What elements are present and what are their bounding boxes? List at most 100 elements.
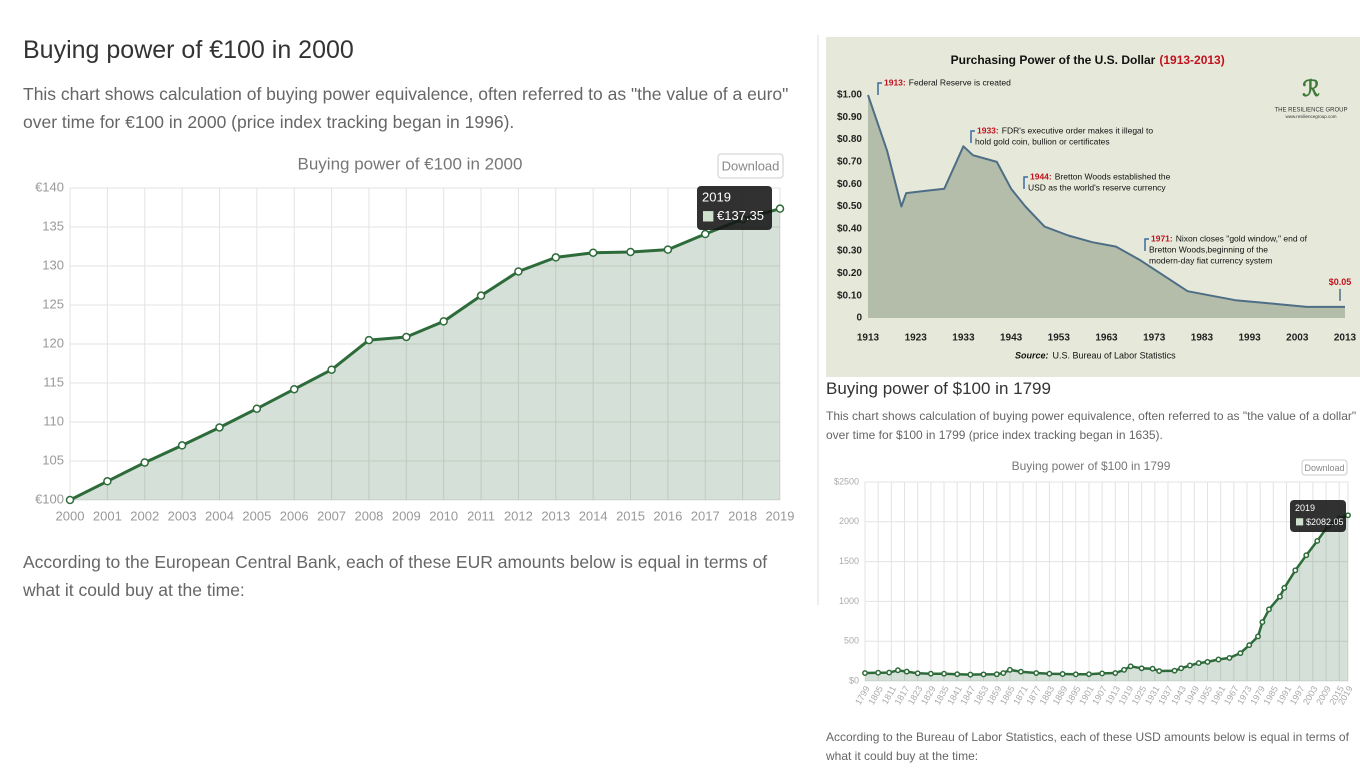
annotation-text: Bretton Woods established the	[1055, 171, 1171, 181]
x-tick-label: 2003	[1286, 333, 1309, 344]
y-tick-label: $0.20	[837, 268, 862, 279]
x-tick-label: 1973	[1143, 333, 1166, 344]
y-tick-label: 2000	[839, 516, 859, 526]
point	[886, 669, 893, 676]
description: This chart shows calculation of buying p…	[23, 84, 789, 132]
point	[1266, 606, 1272, 613]
point	[1237, 650, 1244, 657]
point	[775, 204, 785, 213]
x-tick-label: 2013	[541, 508, 570, 523]
point	[289, 384, 299, 394]
point	[1000, 670, 1007, 676]
point	[1195, 660, 1202, 667]
point	[1215, 656, 1222, 663]
x-tick-label: 2019	[766, 508, 795, 523]
x-tick-label: 1913	[857, 333, 880, 344]
description: This chart shows calculation of buying p…	[826, 409, 1357, 442]
x-tick-label: 2011	[467, 508, 495, 523]
point	[103, 477, 112, 486]
y-tick-label: 1000	[839, 596, 859, 606]
point	[1085, 671, 1092, 678]
point	[1138, 665, 1145, 672]
x-tick-label: 1933	[952, 333, 975, 344]
point	[1281, 584, 1288, 591]
x-tick-label: 1963	[1095, 333, 1118, 344]
y-tick-label: 1500	[839, 556, 859, 566]
point	[927, 670, 934, 677]
y-tick-label: 120	[42, 335, 64, 350]
logo-text: www.resiliencegroup.com	[1285, 114, 1336, 119]
point	[439, 317, 448, 326]
note: According to the European Central Bank, …	[23, 552, 768, 600]
x-tick-label: 1923	[905, 333, 928, 344]
point	[252, 404, 262, 413]
x-tick-label: 2004	[205, 508, 234, 523]
x-tick-label: 2015	[616, 508, 645, 523]
point	[1259, 619, 1266, 626]
point	[1017, 668, 1024, 675]
value-label: $0.05	[1329, 277, 1352, 287]
point	[1255, 633, 1261, 640]
line	[69, 207, 781, 502]
y-tick-label: $0.30	[837, 246, 862, 257]
y-tick-label: $2500	[834, 476, 859, 486]
annotation-year: 1913:	[884, 77, 906, 87]
x-tick-label: 2009	[392, 508, 421, 523]
y-tick-label: $0.90	[837, 112, 862, 123]
point	[1178, 665, 1185, 672]
annotation-text: hold gold coin, bullion or certificates	[975, 136, 1110, 146]
source-label: Source:	[1015, 350, 1049, 360]
point	[626, 247, 635, 257]
download-label[interactable]: Download	[722, 158, 780, 173]
x-tick-label: 1993	[1238, 333, 1261, 344]
x-tick-label: 2016	[653, 508, 682, 523]
annotation-year: 1933:	[977, 125, 999, 135]
point	[1226, 654, 1233, 661]
point	[914, 670, 921, 677]
annotation-bracket	[970, 130, 975, 143]
y-tick-label: $0	[849, 675, 859, 685]
y-tick-label: $0.50	[837, 201, 862, 212]
y-tick-label: 110	[43, 413, 64, 428]
point	[663, 245, 673, 254]
tooltip-swatch	[703, 211, 714, 222]
chart-title: Buying power of €100 in 2000	[298, 154, 523, 173]
point	[65, 495, 75, 505]
line	[867, 94, 1345, 308]
annotation-bracket	[877, 82, 882, 95]
point	[993, 671, 1000, 678]
point	[402, 332, 411, 342]
point	[1112, 670, 1119, 676]
point	[1006, 666, 1013, 673]
y-tick-label: 0	[856, 313, 862, 324]
annotation-bracket	[1144, 238, 1149, 251]
download-button[interactable]	[1301, 459, 1348, 476]
point	[177, 441, 187, 450]
y-tick-label: $0.10	[837, 290, 862, 301]
logo-mark: ℛ	[1302, 76, 1320, 101]
x-tick-label: 2005	[242, 508, 271, 523]
point	[140, 458, 149, 467]
download-button[interactable]	[717, 153, 784, 179]
note: According to the Bureau of Labor Statist…	[826, 730, 1349, 763]
point	[1171, 667, 1178, 674]
annotation-year: 1944:	[1030, 171, 1052, 181]
point	[1099, 670, 1106, 677]
y-tick-label: 135	[42, 218, 64, 233]
logo-text: THE RESILIENCE GROUP	[1274, 108, 1347, 114]
tooltip-value: $2082.05	[1306, 517, 1344, 527]
y-tick-label: $0.40	[837, 223, 862, 234]
x-tick-label: 2013	[1334, 333, 1357, 344]
y-tick-label: $1.00	[837, 90, 862, 101]
point	[1292, 567, 1299, 574]
point	[1156, 668, 1163, 674]
point	[1059, 671, 1066, 677]
y-tick-label: 130	[42, 257, 64, 272]
x-tick-label: 2017	[691, 508, 720, 523]
point	[1276, 593, 1283, 600]
download-label[interactable]: Download	[1304, 463, 1344, 473]
point	[1345, 512, 1351, 519]
x-tick-label: 2007	[317, 508, 346, 523]
tooltip	[1290, 500, 1346, 532]
